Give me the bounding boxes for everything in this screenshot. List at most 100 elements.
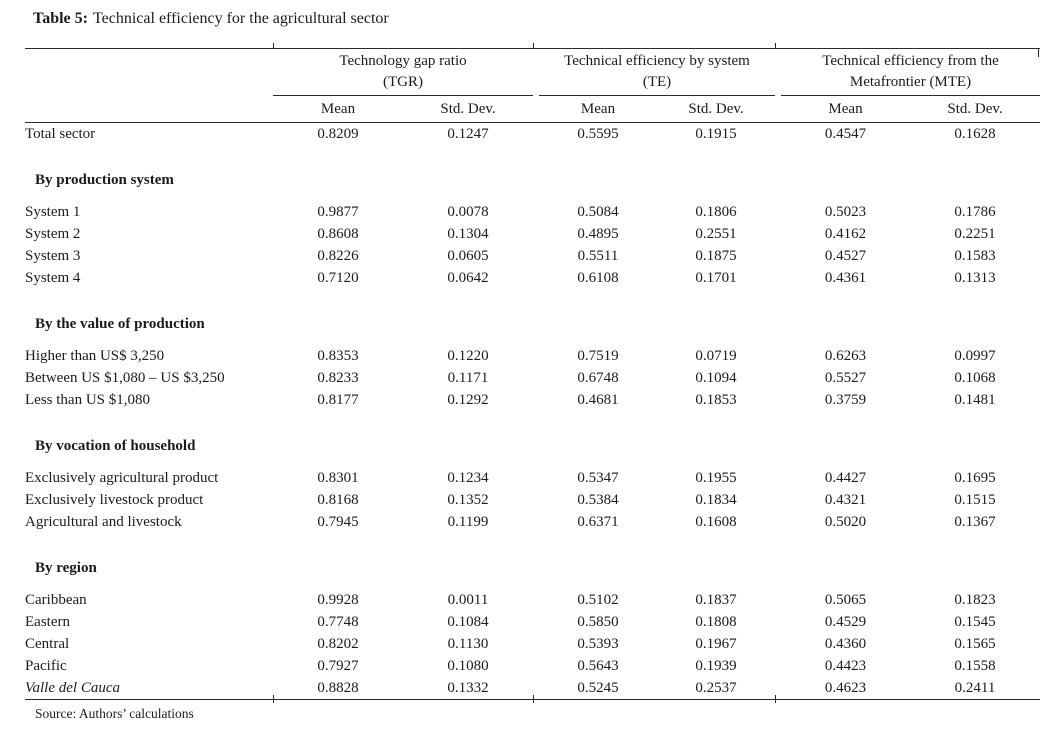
value-cell: 0.1915 (695, 126, 737, 142)
column-gap (775, 96, 781, 123)
value-cell: 0.4623 (824, 680, 867, 696)
column-group-abbrev: (TGR) (383, 74, 423, 90)
value-cell: 0.1171 (447, 370, 489, 386)
value-cell: 0.7945 (317, 514, 359, 530)
value-cell: 0.0642 (447, 270, 489, 286)
col-header-tgr-mean: Mean (273, 96, 403, 123)
table-body: Total sector 0.8209 0.1247 0.5595 0.1915 0.45… (25, 123, 1040, 699)
column-group-label: Technology gap ratio (339, 53, 467, 69)
table-row: Exclusively agricultural product 0.8301 0.… (25, 467, 1040, 489)
row-label: System 2 (25, 226, 81, 242)
col-header-tgr-std: Std. Dev. (403, 96, 533, 123)
col-header-te-mean: Mean (539, 96, 657, 123)
spacer-row (25, 579, 1040, 589)
table-row: Higher than US$ 3,250 0.8353 0.1220 0.7519 0… (25, 345, 1040, 367)
table-row: Caribbean 0.9928 0.0011 0.5102 0.1837 0.5065 0… (25, 589, 1040, 611)
section-row: By production system (25, 169, 1040, 191)
value-cell: 0.1837 (695, 592, 737, 608)
value-cell: 0.0997 (954, 348, 996, 364)
value-cell: 0.4895 (577, 226, 619, 242)
value-cell: 0.4681 (577, 392, 619, 408)
value-cell: 0.1806 (695, 204, 737, 220)
value-cell: 0.5511 (577, 248, 619, 264)
value-cell: 0.1130 (447, 636, 489, 652)
table-row: System 3 0.8226 0.0605 0.5511 0.1875 0.4527 0.… (25, 245, 1040, 267)
value-cell: 0.8168 (317, 492, 359, 508)
value-cell: 0.5393 (577, 636, 619, 652)
column-group-tgr: Technology gap ratio (TGR) (273, 49, 533, 96)
value-cell: 0.0011 (447, 592, 489, 608)
value-cell: 0.8353 (317, 348, 359, 364)
value-cell: 0.8828 (317, 680, 359, 696)
row-label: Caribbean (25, 592, 87, 608)
value-cell: 0.3759 (824, 392, 867, 408)
spacer-row (25, 145, 1040, 169)
value-cell: 0.1834 (695, 492, 737, 508)
table-row: System 1 0.9877 0.0078 0.5084 0.1806 0.5023 0.… (25, 201, 1040, 223)
value-cell: 0.1875 (695, 248, 737, 264)
value-cell: 0.8301 (317, 470, 359, 486)
value-cell: 0.1558 (954, 658, 996, 674)
value-cell: 0.2551 (695, 226, 737, 242)
spacer-cell (25, 335, 1040, 345)
value-cell: 0.4547 (824, 126, 867, 142)
spacer-cell (25, 145, 1040, 169)
section-row: By vocation of household (25, 435, 1040, 457)
section-label: By the value of production (35, 316, 205, 332)
value-cell: 0.1313 (954, 270, 996, 286)
value-cell: 0.5850 (577, 614, 619, 630)
col-header-te-std: Std. Dev. (657, 96, 775, 123)
value-cell: 0.9928 (317, 592, 359, 608)
column-tick (775, 43, 776, 48)
table-title-text: Technical efficiency for the agricultura… (92, 10, 389, 27)
table-row: Total sector 0.8209 0.1247 0.5595 0.1915 0.45… (25, 123, 1040, 145)
spacer-cell (25, 289, 1040, 313)
value-cell: 0.1628 (954, 126, 996, 142)
value-cell: 0.5384 (577, 492, 619, 508)
row-label: Exclusively livestock product (25, 492, 204, 508)
value-cell: 0.6108 (577, 270, 619, 286)
col-header-mte-mean: Mean (781, 96, 910, 123)
value-cell: 0.5020 (824, 514, 867, 530)
value-cell: 0.7519 (577, 348, 619, 364)
spacer-row (25, 191, 1040, 201)
value-cell: 0.8233 (317, 370, 359, 386)
value-cell: 0.4529 (824, 614, 867, 630)
corner-cell (25, 49, 273, 96)
row-label: Central (25, 636, 70, 652)
column-group-te: Technical efficiency by system (TE) (539, 49, 775, 96)
value-cell: 0.0605 (447, 248, 489, 264)
value-cell: 0.8209 (317, 126, 359, 142)
table-row: Eastern 0.7748 0.1084 0.5850 0.1808 0.4529 0.1… (25, 611, 1040, 633)
row-label: Between US $1,080 – US $3,250 (25, 370, 225, 386)
value-cell: 0.1304 (447, 226, 489, 242)
value-cell: 0.1545 (954, 614, 996, 630)
table-row: Exclusively livestock product 0.8168 0.135… (25, 489, 1040, 511)
value-cell: 0.1967 (695, 636, 737, 652)
row-label: Agricultural and livestock (25, 514, 182, 530)
column-tick (1038, 49, 1039, 57)
value-cell: 0.8608 (317, 226, 359, 242)
value-cell: 0.1084 (447, 614, 489, 630)
value-cell: 0.5084 (577, 204, 619, 220)
value-cell: 0.9877 (317, 204, 359, 220)
value-cell: 0.6371 (577, 514, 619, 530)
spacer-row (25, 457, 1040, 467)
value-cell: 0.0719 (695, 348, 737, 364)
value-cell: 0.6748 (577, 370, 619, 386)
row-label: Less than US $1,080 (25, 392, 150, 408)
spacer-row (25, 335, 1040, 345)
value-cell: 0.1701 (695, 270, 737, 286)
sub-header-row: Mean Std. Dev. Mean Std. Dev. Mean Std. … (25, 96, 1040, 123)
table-number: Table 5: (33, 10, 88, 27)
section-row: By the value of production (25, 313, 1040, 335)
row-label: Exclusively agricultural product (25, 470, 219, 486)
value-cell: 0.8177 (317, 392, 359, 408)
section-label: By production system (35, 172, 174, 188)
value-cell: 0.0078 (447, 204, 489, 220)
value-cell: 0.1853 (695, 392, 737, 408)
value-cell: 0.7748 (317, 614, 359, 630)
row-label: Valle del Cauca (25, 680, 120, 696)
value-cell: 0.1515 (954, 492, 996, 508)
